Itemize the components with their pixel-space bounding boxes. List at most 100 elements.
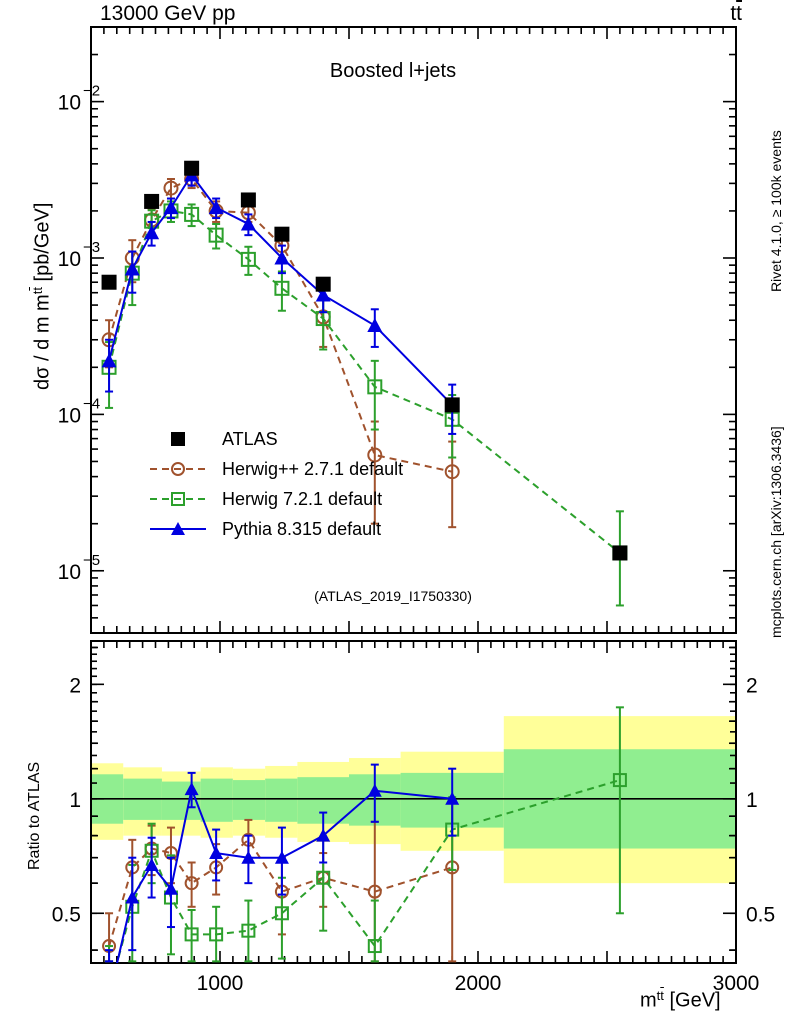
marker-triangle-filled — [163, 881, 178, 895]
marker-triangle-filled — [315, 287, 331, 302]
marker-square-filled — [184, 160, 200, 176]
marker-square-filled — [315, 276, 331, 292]
ratio-y-tick-label: 2 — [69, 674, 81, 697]
marker-square-filled — [444, 397, 460, 413]
marker-square-open — [209, 927, 224, 942]
marker-triangle-filled — [274, 250, 290, 265]
marker-square-filled — [274, 226, 290, 242]
legend-item-0: ATLAS — [148, 424, 403, 454]
marker-triangle-filled — [209, 846, 224, 860]
legend-label-0: ATLAS — [222, 428, 278, 449]
legend-label-2: Herwig 7.2.1 default — [222, 488, 383, 509]
x-tick-label: 1000 — [197, 972, 244, 995]
y-tick-label: 10 — [58, 248, 81, 271]
y-tick-label: 10 — [58, 561, 81, 584]
marker-square-open — [184, 206, 200, 222]
ratio-y-tick-label-right: 2 — [746, 674, 758, 697]
marker-circle-open — [163, 180, 179, 196]
marker-square-filled — [144, 193, 160, 209]
legend-item-3: Pythia 8.315 default — [148, 514, 403, 544]
marker-triangle-filled — [144, 857, 159, 871]
legend-label-1: Herwig++ 2.7.1 default — [222, 458, 404, 479]
band-inner — [232, 780, 266, 820]
y-tick-label-exponent: −5 — [83, 552, 100, 569]
marker-triangle-filled — [274, 850, 289, 864]
marker-triangle-filled — [125, 890, 140, 904]
marker-triangle-filled — [124, 261, 140, 276]
band-inner — [265, 778, 298, 822]
y-tick-label: 10 — [58, 404, 81, 427]
marker-square-open — [241, 923, 256, 938]
data-line — [108, 209, 621, 554]
marker-square-open — [274, 280, 290, 296]
marker-square-filled — [240, 192, 256, 208]
marker-circle-open — [367, 447, 383, 463]
legend-marker-2 — [150, 492, 206, 506]
legend-marker-1 — [150, 462, 206, 476]
marker-triangle-filled — [144, 225, 160, 240]
marker-square-open — [274, 906, 289, 921]
marker-square-filled — [101, 274, 117, 290]
marker-triangle-filled — [316, 828, 331, 842]
marker-triangle-filled — [101, 353, 117, 368]
marker-square-open — [240, 251, 256, 267]
ratio-y-tick-label-right: 0.5 — [746, 903, 775, 926]
marker-triangle-filled — [367, 318, 383, 333]
marker-triangle-filled — [102, 991, 116, 1004]
ratio-y-tick-label-right: 1 — [746, 789, 758, 812]
header-right-t: t — [730, 2, 737, 25]
marker-square-open — [208, 227, 224, 243]
ratio-y-tick-label: 1 — [69, 789, 81, 812]
marker-triangle-filled — [184, 782, 199, 796]
marker-square-open — [316, 870, 331, 885]
band-inner — [161, 781, 201, 820]
header-left-label: 13000 GeV pp — [100, 2, 236, 25]
x-tick-label: 3000 — [713, 972, 760, 995]
marker-triangle-filled — [208, 200, 224, 215]
x-axis-label: mtt [GeV] — [640, 988, 721, 1012]
axis-ticks — [90, 26, 737, 963]
marker-triangle-filled — [367, 783, 382, 797]
ratio-panel-series — [102, 706, 627, 1004]
marker-triangle-filled — [163, 200, 179, 215]
legend-marker-square-filled — [171, 432, 185, 446]
legend-label-3: Pythia 8.315 default — [222, 518, 382, 539]
legend-marker-0 — [171, 432, 185, 446]
marker-circle-open — [444, 464, 460, 480]
marker-triangle-filled — [445, 791, 460, 805]
y-tick-label-exponent: −4 — [83, 395, 100, 412]
main-ylabel: dσ / d m mtt [pb/GeV] — [30, 202, 54, 390]
header-right-tbar: t — [736, 2, 742, 25]
marker-circle-open — [184, 876, 199, 891]
y-tick-label: 10 — [58, 92, 81, 115]
marker-square-open — [184, 927, 199, 942]
marker-square-open — [103, 986, 115, 998]
legend-item-2: Herwig 7.2.1 default — [148, 484, 403, 514]
marker-triangle-filled — [241, 850, 256, 864]
marker-square-open — [367, 379, 383, 395]
legend-item-1: Herwig++ 2.7.1 default — [148, 454, 403, 484]
main-panel-atlas — [101, 160, 628, 561]
marker-square-filled — [612, 545, 628, 561]
legend-marker-circle-open — [171, 462, 185, 476]
data-line — [108, 173, 453, 406]
legend-marker-triangle-filled — [171, 522, 185, 535]
band-inner — [200, 778, 233, 822]
header-right-label: tt — [730, 2, 742, 26]
marker-triangle-filled — [240, 216, 256, 231]
ratio-y-tick-label: 0.5 — [52, 903, 81, 926]
y-tick-label-exponent: −3 — [83, 239, 100, 256]
plot-title: Boosted l+jets — [329, 60, 457, 82]
legend-marker-square-open — [171, 492, 185, 506]
ratio-ylabel: Ratio to ATLAS — [26, 761, 43, 870]
analysis-id-label: (ATLAS_2019_I1750330) — [314, 588, 472, 604]
marker-circle-open — [367, 884, 382, 899]
marker-square-open — [367, 939, 382, 954]
ratio-uncertainty-bands — [91, 716, 736, 884]
y-tick-label-exponent: −2 — [83, 83, 100, 100]
legend-marker-3 — [150, 522, 206, 535]
legend: ATLAS Herwig++ 2.7.1 default Herwig 7.2.1 … — [148, 424, 403, 544]
